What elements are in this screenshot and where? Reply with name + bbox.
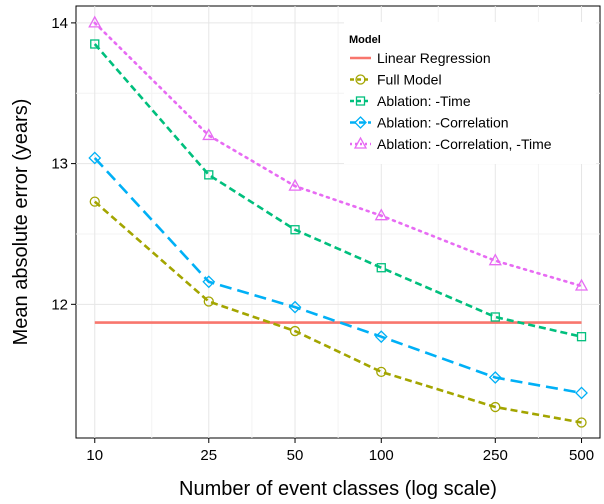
data-point xyxy=(490,401,501,413)
data-point xyxy=(374,208,388,221)
legend-item-2: Ablation: -Time xyxy=(350,93,471,109)
y-tick-label: 14 xyxy=(51,15,68,32)
legend-key-marker xyxy=(355,96,366,106)
legend-items: Linear Regression Full Model Ablation: -Ti… xyxy=(350,50,552,152)
legend-key-marker xyxy=(353,136,368,149)
legend-title: Model xyxy=(349,34,381,46)
x-tick-label: 500 xyxy=(569,447,594,464)
legend-key-marker xyxy=(355,74,366,85)
data-point xyxy=(575,386,588,400)
series-3 xyxy=(88,151,588,400)
series-2 xyxy=(90,39,587,342)
series-line xyxy=(93,21,583,288)
series-1 xyxy=(89,196,587,428)
data-point xyxy=(88,151,102,165)
data-point xyxy=(88,15,102,28)
data-point xyxy=(202,275,216,289)
data-point xyxy=(289,325,301,337)
y-tick-label: 12 xyxy=(51,296,68,313)
x-tick-label: 50 xyxy=(287,447,304,464)
series-line xyxy=(93,43,582,338)
data-point xyxy=(488,371,502,384)
legend-label: Full Model xyxy=(377,72,442,88)
data-point xyxy=(574,278,589,291)
data-point xyxy=(203,296,214,307)
series-4 xyxy=(88,15,589,291)
data-point xyxy=(89,196,100,207)
x-tick-label: 25 xyxy=(200,447,217,464)
y-axis-title: Mean absolute error (years) xyxy=(10,99,32,346)
legend-box xyxy=(344,22,596,164)
legend-label: Ablation: -Correlation xyxy=(377,115,509,131)
legend-item-1: Full Model xyxy=(350,72,442,88)
y-tick-label: 13 xyxy=(51,156,68,173)
data-point xyxy=(290,225,300,235)
legend-item-0: Linear Regression xyxy=(350,50,491,66)
axes: 10 25 50 100 250 500 12 13 14 xyxy=(51,15,594,464)
x-tick-label: 100 xyxy=(369,447,394,464)
series-layer xyxy=(88,15,589,428)
data-point xyxy=(90,39,100,49)
data-point xyxy=(576,417,587,428)
data-point xyxy=(288,178,302,191)
series-line xyxy=(93,200,582,424)
data-point xyxy=(576,332,587,342)
legend-label: Linear Regression xyxy=(377,50,491,66)
data-point xyxy=(288,300,302,314)
legend-key-marker xyxy=(354,116,367,129)
legend-item-3: Ablation: -Correlation xyxy=(350,115,509,131)
legend: Model Linear Regression Full Model Ablatio… xyxy=(344,22,596,164)
data-point xyxy=(376,263,386,273)
data-point xyxy=(490,312,500,322)
data-point xyxy=(374,330,388,344)
legend-label: Ablation: -Time xyxy=(377,93,471,109)
legend-label: Ablation: -Correlation, -Time xyxy=(377,136,552,152)
data-point xyxy=(204,170,214,180)
x-tick-label: 250 xyxy=(483,447,508,464)
data-point xyxy=(202,128,216,141)
x-tick-label: 10 xyxy=(86,447,103,464)
data-point xyxy=(488,253,502,266)
legend-item-4: Ablation: -Correlation, -Time xyxy=(350,136,552,152)
data-point xyxy=(376,366,387,378)
x-axis-title: Number of event classes (log scale) xyxy=(179,478,497,500)
